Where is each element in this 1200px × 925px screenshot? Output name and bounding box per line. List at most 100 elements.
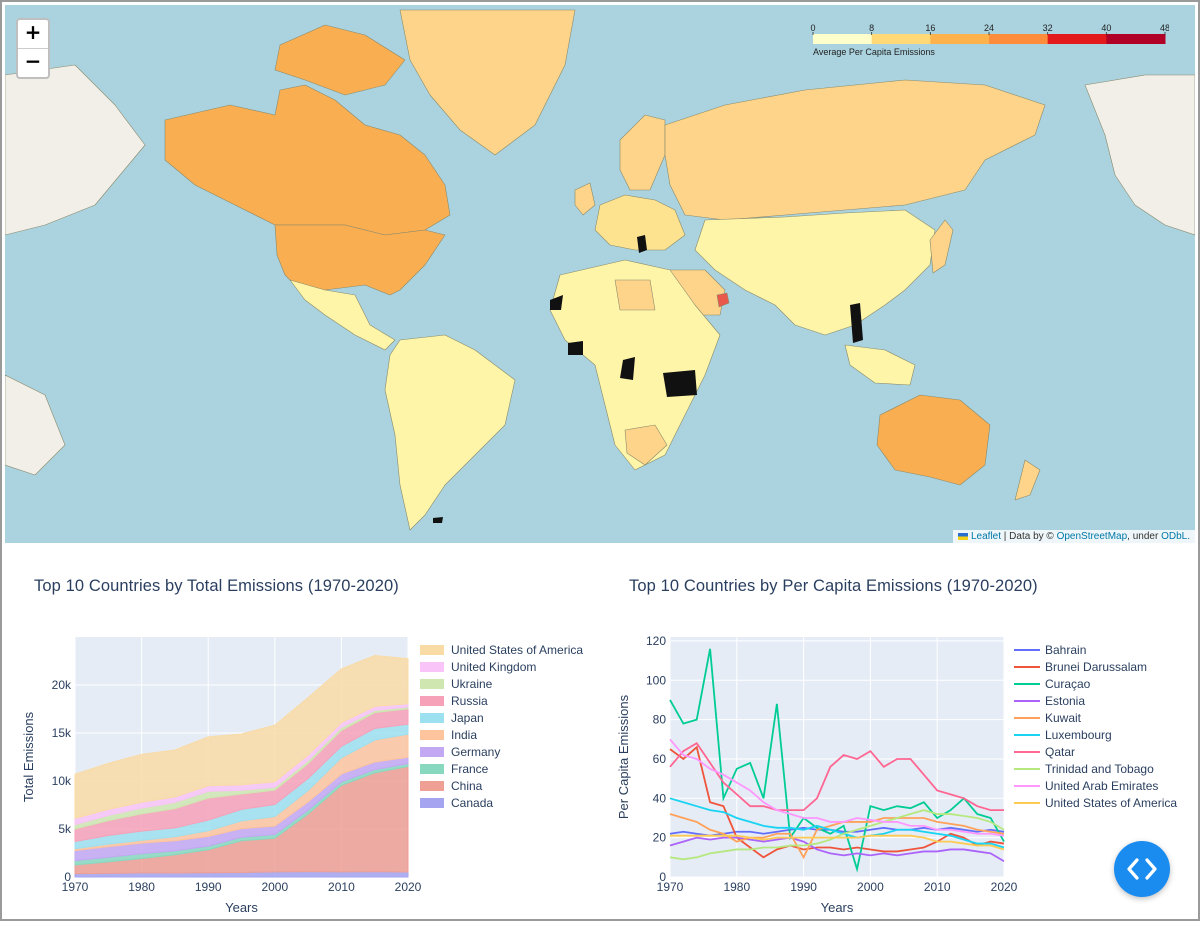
map-region-south-africa	[624, 424, 668, 466]
legend-entry: Kuwait	[1045, 711, 1082, 725]
legend-color-swatch	[930, 34, 990, 44]
legend-color-swatch	[871, 34, 931, 44]
zoom-in-button[interactable]: +	[24, 20, 42, 44]
legend-tick-label: 32	[1043, 23, 1053, 33]
map-region-asia	[694, 209, 936, 336]
map-region-usa	[274, 224, 446, 296]
zoom-control: + −	[16, 18, 50, 79]
legend-entry: Estonia	[1045, 694, 1085, 708]
x-tick-label: 2010	[924, 880, 951, 894]
legend-entry: India	[451, 728, 477, 742]
legend-entry: Canada	[451, 796, 493, 810]
odbl-link[interactable]: ODbL.	[1161, 531, 1190, 542]
line-series-united-arab-emirates	[669, 738, 1005, 837]
map-region-uk	[574, 182, 596, 216]
legend-entry: Qatar	[1045, 745, 1075, 759]
legend-entry: Trinidad and Tobago	[1045, 762, 1154, 776]
legend-entry: Germany	[451, 745, 500, 759]
y-axis-title: Total Emissions	[21, 711, 36, 802]
legend-entry: Bahrain	[1045, 643, 1086, 657]
legend-entry: Japan	[451, 711, 484, 725]
legend-swatch	[420, 679, 444, 689]
line-series-estonia	[669, 836, 1005, 863]
choropleth-map[interactable]: + − 0 8 16 24 32 40 48 Average Per Capita Emiss…	[5, 5, 1195, 543]
total-emissions-title: Top 10 Countries by Total Emissions (197…	[34, 577, 399, 595]
x-tick-label: 2020	[395, 880, 422, 894]
per-capita-emissions-title: Top 10 Countries by Per Capita Emissions…	[629, 577, 1038, 595]
x-tick-label: 1990	[790, 880, 817, 894]
y-tick-label: 20	[653, 831, 667, 845]
map-nodata-region	[637, 235, 647, 253]
y-tick-label: 20k	[52, 678, 72, 692]
map-region-australia	[876, 394, 991, 486]
per-capita-emissions-plot[interactable]: 1970 1980 1990 2000 2010 2020 0 20 40 60 80 100 120 Y…	[600, 620, 1190, 920]
x-tick-label: 2000	[261, 880, 288, 894]
x-tick-label: 1970	[657, 880, 684, 894]
code-toggle-button[interactable]	[1114, 841, 1170, 897]
y-tick-label: 15k	[52, 726, 72, 740]
x-axis-title: Years	[821, 900, 854, 915]
line-series-cura-ao	[669, 648, 1005, 873]
map-region-scandinavia	[619, 114, 666, 191]
map-nodata-region	[550, 295, 563, 310]
color-scale: 0 8 16 24 32 40 48 Average Per Capita Emissions	[810, 23, 1169, 57]
map-region-europe	[594, 194, 686, 251]
legend-swatch	[420, 747, 444, 757]
y-tick-label: 5k	[58, 822, 72, 836]
map-nodata-region	[433, 517, 443, 523]
y-tick-label: 120	[646, 634, 666, 648]
zoom-out-button[interactable]: −	[18, 48, 48, 77]
map-canvas[interactable]	[5, 5, 1195, 543]
x-tick-label: 2000	[857, 880, 884, 894]
map-attribution: Leaflet | Data by © OpenStreetMap, under…	[953, 530, 1195, 543]
legend-swatch	[420, 798, 444, 808]
total-emissions-chart[interactable]: 1970 1980 1990 2000 2010 2020 0 5k 10k 15k 20k Year…	[0, 620, 600, 920]
x-tick-label: 1980	[723, 880, 750, 894]
legend-entry: Russia	[451, 694, 488, 708]
legend-entry: Brunei Darussalam	[1045, 660, 1147, 674]
y-tick-label: 40	[653, 791, 667, 805]
per-capita-emissions-chart[interactable]: 1970 1980 1990 2000 2010 2020 0 20 40 60 80 100 120 Y…	[600, 620, 1190, 920]
legend-entry: United States of America	[451, 643, 583, 657]
area-series-united-states-of-america	[74, 655, 409, 820]
x-axis-title: Years	[225, 900, 258, 915]
y-tick-label: 80	[653, 713, 667, 727]
legend-swatch	[420, 645, 444, 655]
map-region-greenland	[399, 9, 576, 156]
legend-tick-label: 0	[810, 23, 815, 33]
legend-swatch	[420, 696, 444, 706]
x-tick-label: 1980	[128, 880, 155, 894]
legend-entry: United Arab Emirates	[1045, 779, 1158, 793]
line-series-qatar	[669, 742, 1004, 812]
legend-tick-label: 8	[869, 23, 874, 33]
openstreetmap-link[interactable]: OpenStreetMap	[1056, 531, 1128, 542]
legend-swatch	[420, 764, 444, 774]
map-region-libya	[614, 279, 656, 311]
line-series-trinidad-and-tobago	[669, 809, 1005, 861]
legend-swatch	[420, 713, 444, 723]
code-brackets-icon	[1127, 858, 1157, 880]
legend-tick-label: 24	[984, 23, 994, 33]
legend-color-swatch	[813, 34, 873, 44]
total-emissions-plot[interactable]: 1970 1980 1990 2000 2010 2020 0 5k 10k 15k 20k Year…	[0, 620, 600, 920]
y-tick-label: 10k	[52, 774, 72, 788]
y-tick-label: 60	[653, 752, 667, 766]
legend-entry: United States of America	[1045, 796, 1177, 810]
map-region-russia	[664, 79, 1046, 221]
map-land-sw-edge	[5, 374, 66, 476]
color-scale-legend: 0 8 16 24 32 40 48 Average Per Capita Emissions	[809, 22, 1169, 62]
map-region-south-america	[384, 334, 516, 531]
legend-tick-label: 40	[1101, 23, 1111, 33]
legend-color-swatch	[989, 34, 1049, 44]
map-region-uae	[716, 292, 730, 308]
map-nodata-region	[663, 370, 697, 397]
y-axis-title: Per Capita Emissions	[616, 694, 631, 819]
ukraine-flag-icon	[958, 532, 969, 540]
y-tick-label: 0	[659, 870, 666, 884]
leaflet-link[interactable]: Leaflet	[970, 531, 1002, 542]
attribution-under: , under	[1127, 531, 1162, 542]
y-tick-label: 0	[64, 870, 71, 884]
map-region-se-asia	[844, 344, 916, 386]
x-tick-label: 2020	[991, 880, 1018, 894]
